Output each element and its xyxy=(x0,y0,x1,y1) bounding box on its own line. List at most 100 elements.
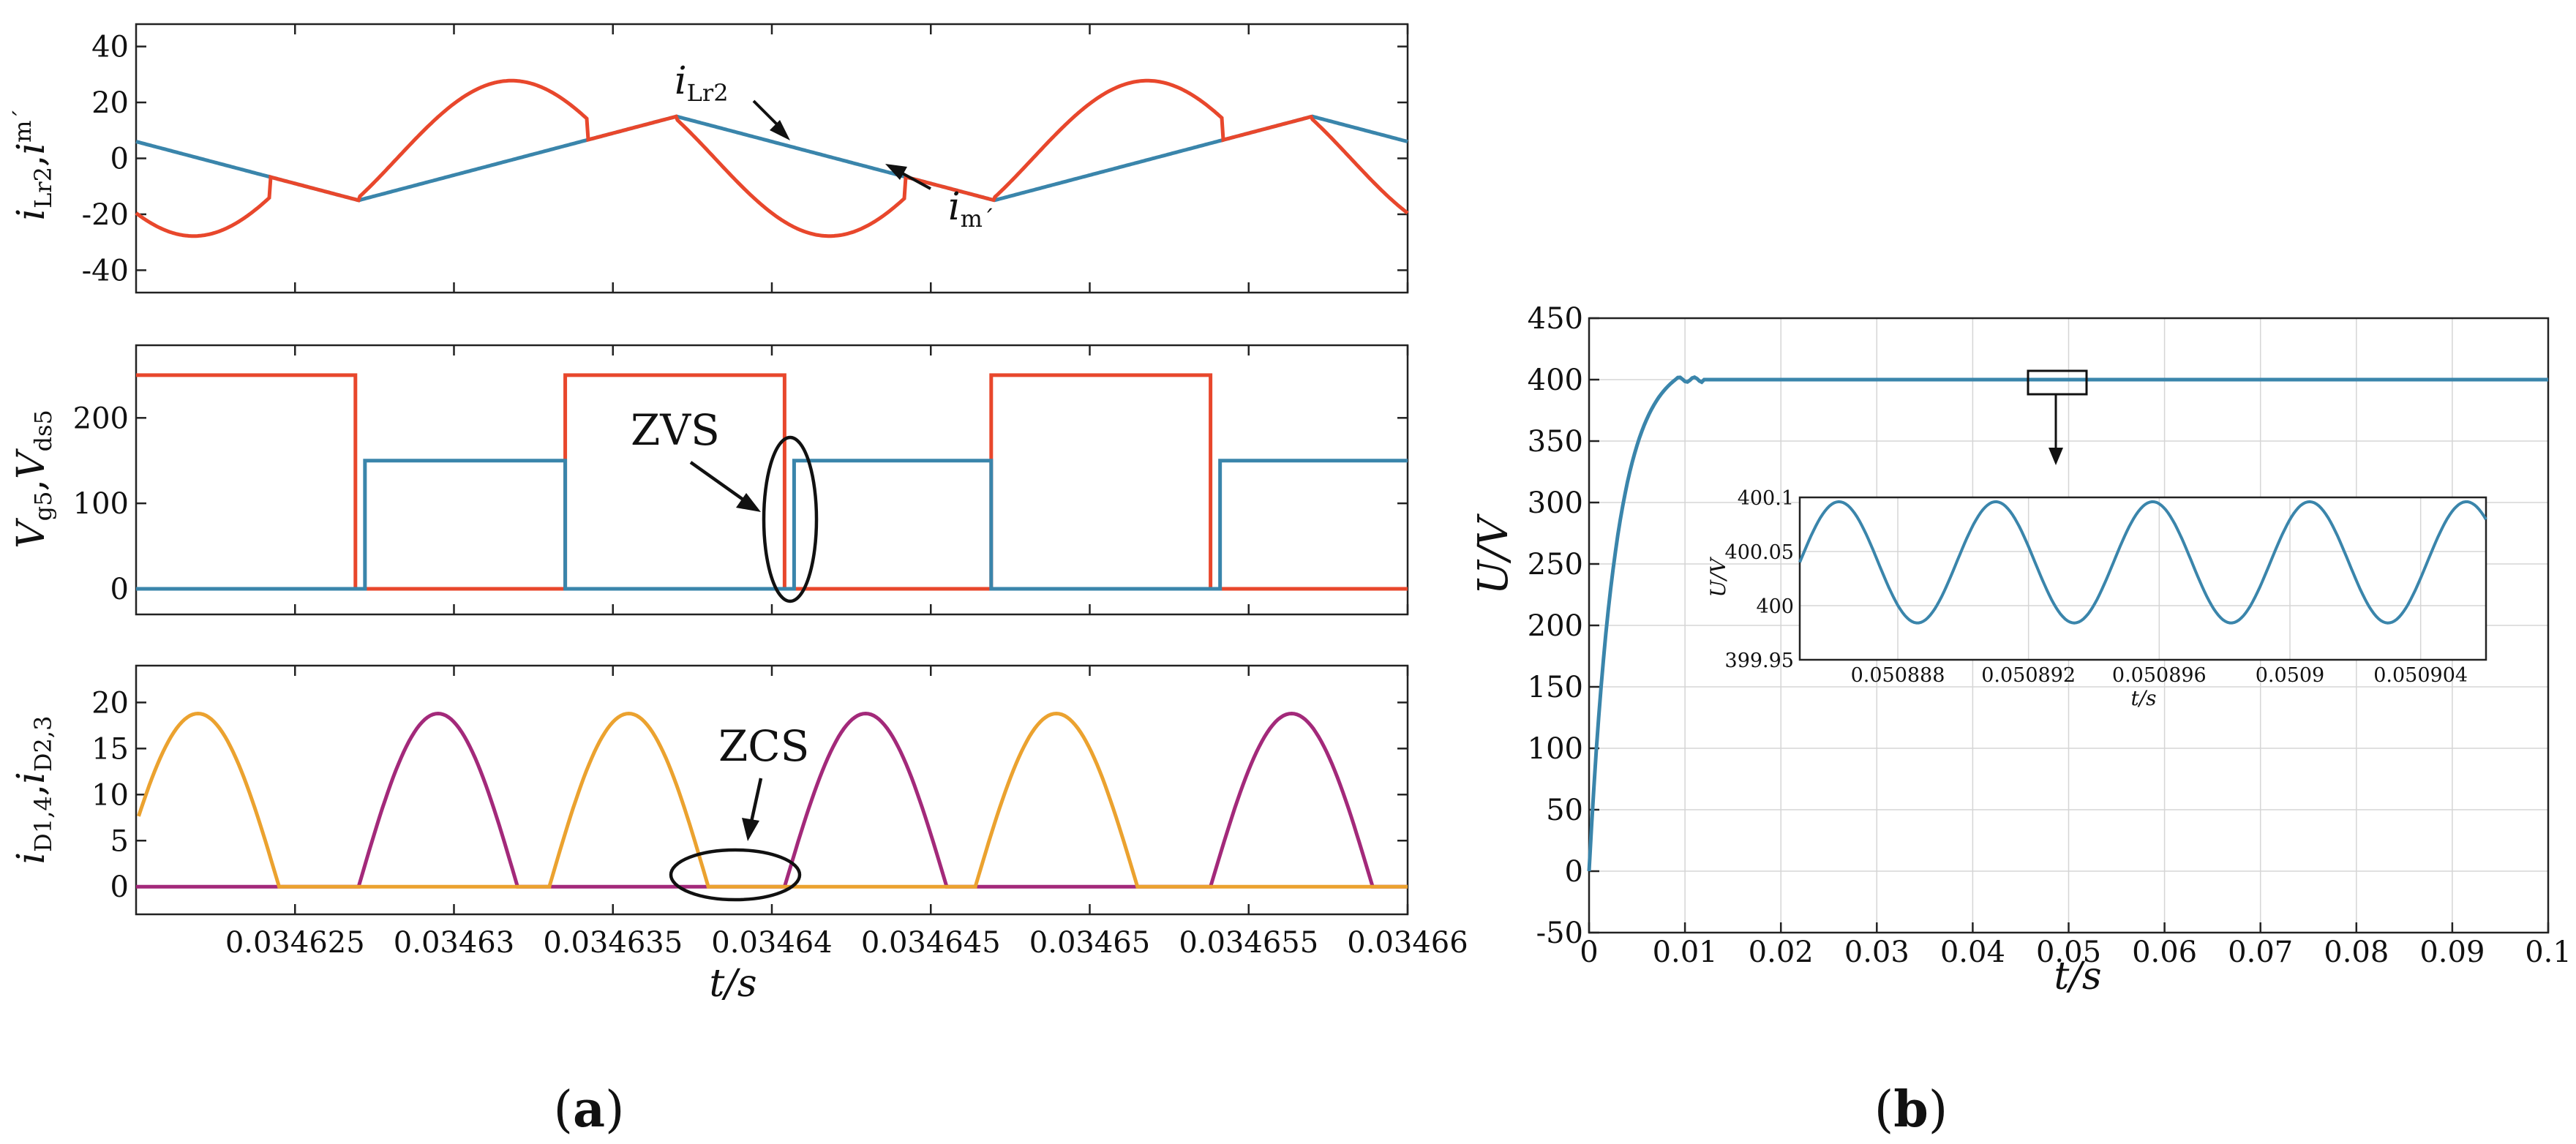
inset-ytick-label: 400.1 xyxy=(1738,487,1794,510)
inset-x-axis-label: t/s xyxy=(2130,686,2156,710)
ylabel-a3-sub2: D2,3 xyxy=(29,716,57,772)
ylabel-a2-main2: V xyxy=(10,448,53,479)
svg-text:iLr2: iLr2 xyxy=(675,59,729,107)
series-iD23-line xyxy=(136,711,1408,889)
inset-xtick-label: 0.050888 xyxy=(1851,664,1945,687)
ylabel-a1-main2: i xyxy=(10,143,53,155)
x-axis-label-b: t/s xyxy=(2054,955,2101,998)
a-xtick-label: 0.03463 xyxy=(394,926,514,960)
b-ytick-label: 150 xyxy=(1528,671,1583,704)
panel-label-a-letter: a xyxy=(573,1080,605,1139)
series-iD14-line xyxy=(137,711,1408,889)
a-xtick-label: 0.03466 xyxy=(1347,926,1468,960)
a3-ytick-label: 15 xyxy=(91,732,129,766)
zoom-arrow-head xyxy=(2049,448,2063,465)
a2-ytick-label: 100 xyxy=(73,487,129,521)
ylabel-a2-main: V xyxy=(10,518,53,549)
a-xtick-label: 0.034655 xyxy=(1179,926,1318,960)
ylabel-a1-sep: , xyxy=(10,154,53,167)
inset-xtick-label: 0.050892 xyxy=(1981,664,2076,687)
plot-frame-a1 xyxy=(135,23,1409,294)
series-vds5-line xyxy=(136,459,1408,591)
inset-y-axis-label: U/V xyxy=(1706,557,1730,598)
inset-xtick-label: 0.050896 xyxy=(2112,664,2207,687)
a-xtick-label: 0.034635 xyxy=(543,926,683,960)
a2-ytick-label: 0 xyxy=(110,573,129,606)
inset-xtick-label: 0.050904 xyxy=(2373,664,2468,687)
ylabel-a1-main: i xyxy=(10,208,53,221)
y-axis-label-a3: iD1,4,iD2,3 xyxy=(10,716,57,865)
a-xtick-label: 0.034645 xyxy=(861,926,1001,960)
ann-zcs-label: ZCS xyxy=(718,721,809,771)
panel-label-a: (a) xyxy=(553,1080,624,1139)
a3-ytick-label: 0 xyxy=(110,870,129,904)
a-xtick-label: 0.03465 xyxy=(1029,926,1150,960)
b-ytick-label: 350 xyxy=(1528,425,1583,459)
ylabel-a2-sep: , xyxy=(10,479,53,492)
inset-ytick-label: 399.95 xyxy=(1725,650,1794,672)
inset-series-U-line xyxy=(1798,500,2487,625)
annotation-iLr2: iLr2 xyxy=(675,59,790,140)
zoom-box xyxy=(2027,369,2088,396)
b-xtick-label: 0.08 xyxy=(2324,936,2389,969)
inset-ytick-label: 400.05 xyxy=(1725,541,1794,564)
svg-text:im´: im´ xyxy=(948,185,994,233)
y-axis-label-b: U/V xyxy=(1470,513,1517,595)
ylabel-a1-sub2: m´ xyxy=(9,108,37,142)
y-axis-label-a2: Vg5,Vds5 xyxy=(10,410,57,549)
b-ytick-label: 450 xyxy=(1528,302,1583,336)
a-xtick-label: 0.03464 xyxy=(711,926,832,960)
b-xtick-label: 0.03 xyxy=(1844,936,1910,969)
svg-text:Vg5,Vds5: Vg5,Vds5 xyxy=(10,410,57,549)
a-xtick-label: 0.034625 xyxy=(225,926,365,960)
inset-ytick-label: 400 xyxy=(1756,595,1794,618)
b-ytick-label: 100 xyxy=(1528,732,1583,766)
y-axis-label-a1: iLr2,im´ xyxy=(9,108,57,220)
x-axis-label-a: t/s xyxy=(709,962,756,1006)
panel-label-b: (b) xyxy=(1874,1080,1948,1139)
ylabel-a2-sub2: ds5 xyxy=(29,410,57,451)
ylabel-a3-main2: i xyxy=(10,772,53,784)
chart-b-inset: 400.1 400.05 400 399.95 0.050888 0.050892 0.0… xyxy=(1706,487,2487,710)
a1-ytick-label: 40 xyxy=(91,31,129,64)
ann-zvs-label: ZVS xyxy=(631,405,720,455)
series-U-line xyxy=(1587,375,2548,872)
svg-text:iD1,4,iD2,3: iD1,4,iD2,3 xyxy=(10,716,57,865)
zvs-ellipse xyxy=(762,435,819,603)
b-xtick-label: 0.01 xyxy=(1653,936,1718,969)
ylabel-a3-sep: , xyxy=(10,784,53,797)
b-xtick-label: 0.05 xyxy=(2036,936,2101,969)
a1-ytick-label: 0 xyxy=(110,143,129,176)
ann-im-main: i xyxy=(948,185,961,229)
b-ytick-label: 0 xyxy=(1565,855,1583,889)
b-ytick-label: 250 xyxy=(1528,548,1583,582)
ann-im-sub: m´ xyxy=(961,205,994,233)
b-ytick-label: 50 xyxy=(1546,794,1583,827)
zcs-ellipse xyxy=(669,848,802,902)
ann-iLr2-sub: Lr2 xyxy=(687,79,729,107)
svg-text:iLr2,im´: iLr2,im´ xyxy=(9,108,57,220)
inset-xtick-label: 0.0509 xyxy=(2256,664,2324,687)
inset-frame xyxy=(1798,496,2487,661)
annotation-im: im´ xyxy=(885,164,994,233)
a3-ytick-label: 20 xyxy=(91,686,129,720)
b-ytick-label: 300 xyxy=(1528,486,1583,520)
b-xtick-label: 0.1 xyxy=(2525,936,2572,969)
ylabel-a1-sub1: Lr2 xyxy=(29,167,57,208)
annotation-zvs: ZVS xyxy=(631,405,819,603)
ylabel-a2-sub1: g5 xyxy=(29,491,57,521)
ylabel-a3-main: i xyxy=(10,852,53,865)
series-iLr2-line xyxy=(135,78,1409,238)
b-xtick-label: 0 xyxy=(1580,936,1598,969)
chart-a3: 20 15 10 5 0 0.034625 0.03463 0.034635 0.03464 0… xyxy=(10,24,1468,1006)
a3-ytick-label: 5 xyxy=(110,824,129,858)
annotation-zcs: ZCS xyxy=(669,721,809,902)
ann-iLr2-main: i xyxy=(675,59,687,103)
a1-ytick-label: -40 xyxy=(82,254,129,287)
a2-ytick-label: 200 xyxy=(73,402,129,435)
plot-frame-a3 xyxy=(135,664,1409,916)
b-xtick-label: 0.07 xyxy=(2228,936,2293,969)
